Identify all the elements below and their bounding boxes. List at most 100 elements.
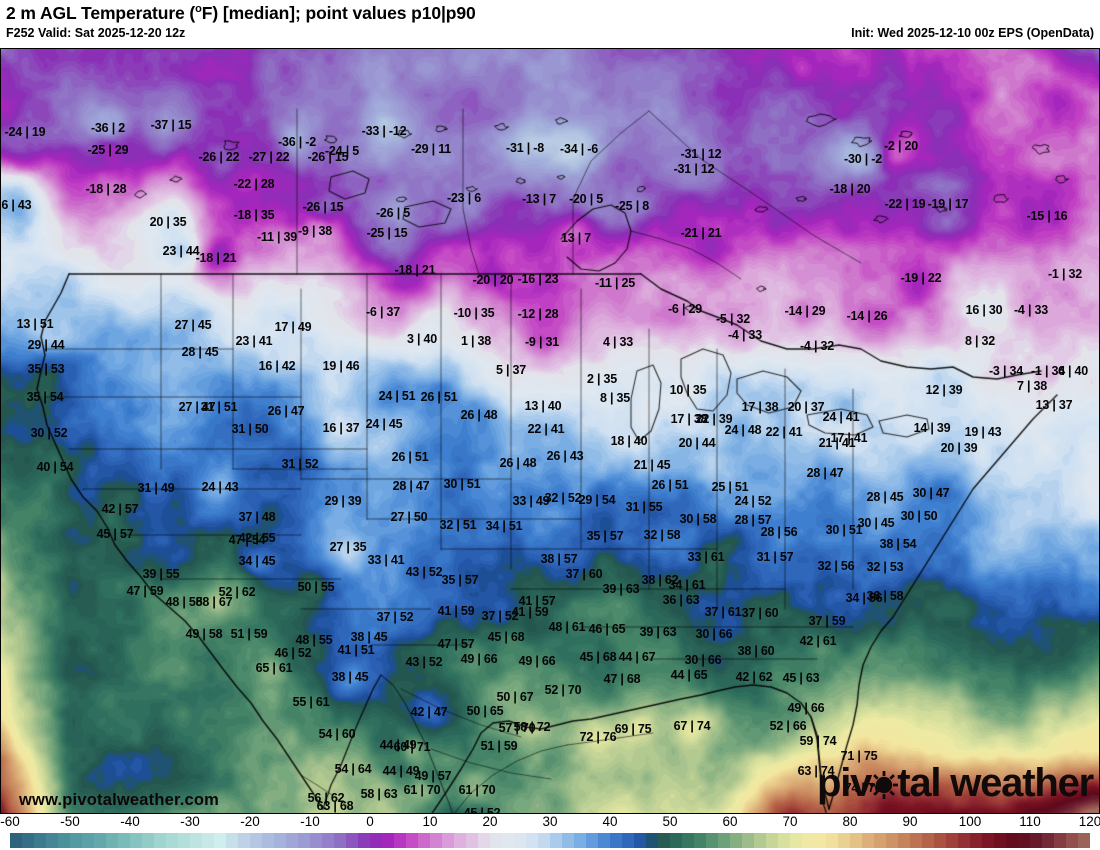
point-value-label: 52 | 62 (218, 585, 256, 599)
point-value-label: 16 | 42 (258, 359, 296, 373)
point-value-label: 27 | 47 (178, 400, 216, 414)
point-value-label: 31 | 51 (200, 400, 238, 414)
colorbar-swatch (262, 833, 274, 848)
colorbar-swatch (118, 833, 130, 848)
point-value-label: 47 | 59 (126, 584, 164, 598)
point-value-label: 20 | 39 (940, 441, 978, 455)
page-title: 2 m AGL Temperature (oF) [median]; point… (6, 3, 476, 24)
point-value-label: 37 | 52 (376, 610, 414, 624)
point-value-label: -14 | 26 (846, 309, 888, 323)
point-value-label: 34 | 45 (238, 554, 276, 568)
colorbar-tick-labels: -60 -50 -40 -30 -20 -10 0 10 20 30 40 50 60 70 80 90 100… (0, 814, 1100, 833)
colorbar-swatch (466, 833, 478, 848)
point-value-label: 5 | 37 (495, 363, 527, 377)
point-value-label: -24 | 5 (324, 144, 360, 158)
page-title-post: F) [median]; point values p10|p90 (201, 3, 476, 23)
point-value-label: 43 | 52 (405, 655, 443, 669)
colorbar-swatch (550, 833, 562, 848)
point-value-label: 18 | 40 (610, 434, 648, 448)
point-value-label: 34 | 61 (668, 578, 706, 592)
point-value-label: 24 | 48 (724, 423, 762, 437)
point-value-label: -6 | 37 (365, 305, 401, 319)
point-value-label: 31 | 52 (281, 457, 319, 471)
point-value-label: -20 | 20 (472, 273, 514, 287)
point-value-label: 55 | 61 (292, 695, 330, 709)
point-value-label: 61 | 70 (458, 783, 496, 797)
point-value-label: 22 | 41 (765, 425, 803, 439)
colorbar-swatch (430, 833, 442, 848)
point-value-label: -9 | 31 (524, 335, 560, 349)
point-value-label: 3 | 40 (406, 332, 438, 346)
colorbar-swatch (1042, 833, 1054, 848)
point-value-label: 20 | 37 (787, 400, 825, 414)
point-value-label: -14 | 29 (784, 304, 826, 318)
point-value-label: 54 | 60 (318, 727, 356, 741)
point-value-label: 51 | 59 (480, 739, 518, 753)
colorbar-swatch (970, 833, 982, 848)
colorbar-swatch (574, 833, 586, 848)
point-value-label: 20 | 44 (678, 436, 716, 450)
watermark-url: www.pivotalweather.com (19, 791, 220, 809)
colorbar-tick: 30 (542, 814, 558, 829)
colorbar-swatch (910, 833, 922, 848)
point-value-label: 20 | 35 (149, 215, 187, 229)
colorbar-tick: 90 (902, 814, 918, 829)
point-value-label: -10 | 35 (453, 306, 495, 320)
point-value-label: 28 | 56 (760, 525, 798, 539)
colorbar[interactable]: -60 -50 -40 -30 -20 -10 0 10 20 30 40 50 60 70 80 90 100… (0, 814, 1100, 850)
colorbar-swatch (634, 833, 646, 848)
point-value-label: 30 | 47 (912, 486, 950, 500)
point-value-label: 32 | 52 (544, 491, 582, 505)
colorbar-swatch (226, 833, 238, 848)
colorbar-swatch (778, 833, 790, 848)
point-value-label: 26 | 48 (460, 408, 498, 422)
colorbar-swatch (1078, 833, 1090, 848)
colorbar-tick: 70 (782, 814, 798, 829)
point-value-label: -24 | 19 (4, 125, 46, 139)
colorbar-swatch (214, 833, 226, 848)
point-value-label: 58 | 67 (195, 595, 233, 609)
colorbar-swatch (874, 833, 886, 848)
degree-symbol: o (195, 3, 202, 15)
colorbar-swatch (478, 833, 490, 848)
point-value-label: 13 | 37 (1035, 398, 1073, 412)
point-value-label: 26 | 51 (391, 450, 429, 464)
sun-gear-icon (870, 771, 899, 799)
colorbar-swatch (1030, 833, 1042, 848)
colorbar-swatch (454, 833, 466, 848)
colorbar-swatch (370, 833, 382, 848)
point-value-label: -20 | 5 (568, 192, 604, 206)
point-value-label: 24 | 51 (378, 389, 416, 403)
point-value-label: 21 | 45 (633, 458, 671, 472)
point-value-label: 12 | 39 (925, 383, 963, 397)
point-value-label: -26 | 15 (307, 150, 349, 164)
colorbar-swatch (154, 833, 166, 848)
point-value-label: -36 | 2 (90, 121, 126, 135)
colorbar-swatch (814, 833, 826, 848)
point-value-label: 38 | 57 (540, 552, 578, 566)
point-value-label: 45 | 57 (96, 527, 134, 541)
point-value-label: 27 | 50 (390, 510, 428, 524)
point-value-label: 31 | 50 (231, 422, 269, 436)
point-value-label: -21 | 21 (680, 226, 722, 240)
colorbar-swatch (310, 833, 322, 848)
point-value-label: 28 | 45 (181, 345, 219, 359)
colorbar-swatch (22, 833, 34, 848)
colorbar-swatch (646, 833, 658, 848)
point-value-label: 16 | 37 (322, 421, 360, 435)
point-value-label: -29 | 11 (410, 142, 452, 156)
point-value-label: 49 | 66 (787, 701, 825, 715)
colorbar-swatch (694, 833, 706, 848)
point-value-label: 47 | 54 (228, 533, 266, 547)
point-value-label: 7 | 38 (1016, 379, 1048, 393)
point-value-label: 32 | 53 (866, 560, 904, 574)
point-value-label: -31 | 12 (673, 162, 715, 176)
colorbar-swatch (334, 833, 346, 848)
point-value-label: -25 | 29 (87, 143, 129, 157)
point-value-label: -15 | 16 (1026, 209, 1068, 223)
point-value-label: -6 | 29 (667, 302, 703, 316)
temperature-map[interactable]: -24 | 19 -25 | 29 -18 | 28 26 | 43 -36 | 2 -3… (0, 48, 1100, 814)
point-value-label: 27 | 35 (329, 540, 367, 554)
point-value-label: 29 | 54 (578, 493, 616, 507)
point-value-label: 41 | 57 (518, 594, 556, 608)
